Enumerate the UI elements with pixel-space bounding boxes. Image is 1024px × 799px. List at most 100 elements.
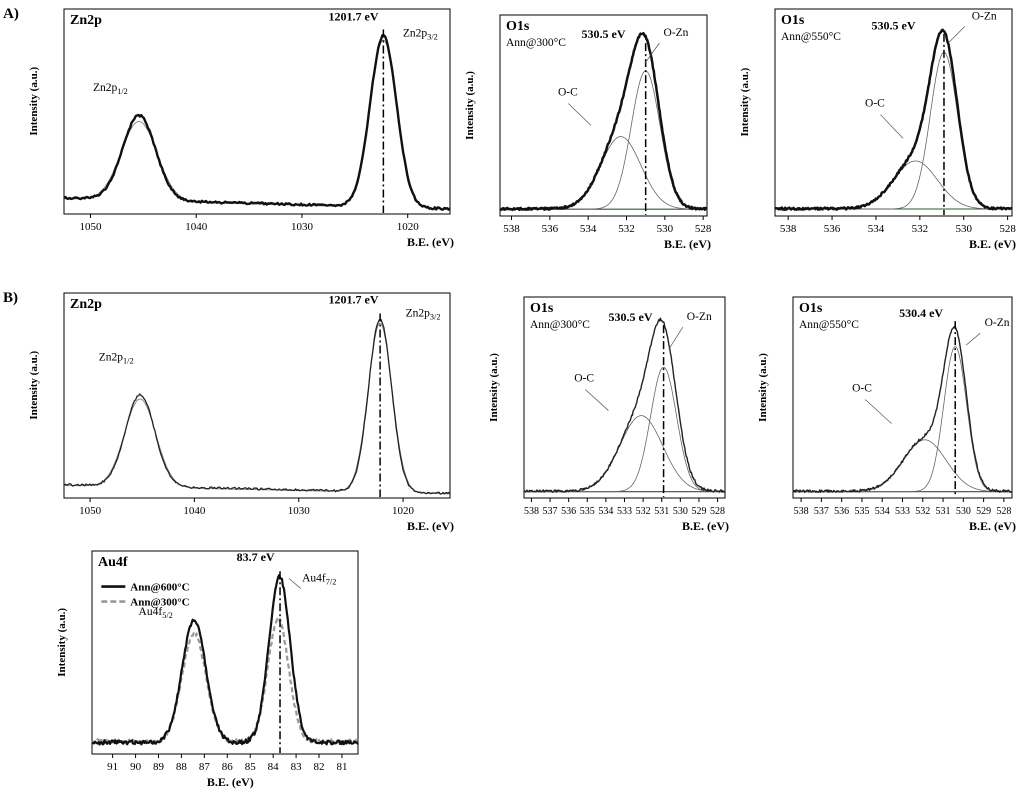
x-tick-label: 534 (875, 506, 890, 517)
x-tick-label: 1020 (397, 221, 420, 233)
legend-label: Ann@300°C (130, 597, 189, 609)
x-tick-label: 528 (710, 506, 725, 517)
x-axis-label: B.E. (eV) (664, 237, 711, 251)
o1s-ann550-a-svg: 538 536 534 532 530 528 B.E. (eV) Intensity (a.… (739, 8, 1016, 251)
panel-o1s-ann300-b: 538 537 536 535 534 533 532 531 530 529 528 B.E. (e… (486, 292, 733, 540)
x-tick-label: 1030 (291, 221, 314, 233)
x-tick-label: 532 (618, 223, 635, 235)
series-component-o-c (500, 136, 707, 210)
x-tick-label: 535 (854, 506, 869, 517)
series-spectrum (63, 318, 451, 495)
x-tick-label: 1040 (183, 505, 206, 517)
x-axis-label: B.E. (eV) (969, 519, 1016, 533)
x-tick-label: 533 (895, 506, 910, 517)
series-spectrum (774, 28, 1013, 211)
series-ann-600 (91, 574, 359, 746)
peak-label: Zn2p1/2 (93, 82, 128, 96)
y-axis-label: Intensity (a.u.) (757, 353, 769, 422)
panel-o1s-ann550-a: 538 536 534 532 530 528 B.E. (eV) Intensity (a.… (737, 4, 1020, 258)
zn2p-b-svg: 1050 1040 1030 1020 B.E. (eV) Intensity (a.u.… (28, 292, 454, 533)
plot-frame (91, 550, 359, 755)
x-tick-label: 81 (336, 761, 347, 773)
x-tick-label: 536 (561, 506, 576, 517)
x-tick-label: 529 (691, 506, 706, 517)
peak-label: O-Zn (972, 10, 997, 22)
x-tick-label: 534 (580, 223, 597, 235)
panel-title: O1s (506, 19, 530, 34)
x-axis-label: B.E. (eV) (207, 775, 254, 789)
series-spectrum (63, 34, 451, 211)
zn2p-a-svg: 1050 1040 1030 1020 B.E. (eV) Intensity (a.u.… (28, 8, 454, 249)
series-spectrum (499, 31, 708, 212)
panel-zn2p-b: 1050 1040 1030 1020 B.E. (eV) Intensity (a.u.… (26, 288, 458, 540)
x-tick-label: 530 (955, 223, 972, 235)
x-tick-label: 529 (976, 506, 991, 517)
x-axis-label: B.E. (eV) (407, 235, 454, 249)
x-tick-label: 532 (636, 506, 651, 517)
plot-frame (774, 8, 1013, 217)
x-tick-label: 532 (915, 506, 930, 517)
x-tick-label: 84 (268, 761, 280, 773)
peak-energy-annotation: 530.5 eV (582, 27, 626, 41)
peak-energy-annotation: 530.4 eV (899, 306, 943, 320)
x-tick-label: 1050 (79, 505, 102, 517)
label-leader-line (568, 103, 592, 126)
x-tick-label: 538 (524, 506, 539, 517)
label-leader-line (965, 332, 981, 346)
x-tick-label: 1020 (392, 505, 415, 517)
series-spectrum (523, 317, 726, 494)
panel-o1s-ann550-b: 538 537 536 535 534 533 532 531 530 529 528 B.E. (e… (755, 292, 1020, 540)
series-spectrum (792, 325, 1013, 494)
peak-label: O-Zn (687, 311, 712, 323)
x-tick-label: 538 (794, 506, 809, 517)
x-tick-label: 536 (542, 223, 559, 235)
series-fit (63, 322, 450, 495)
x-tick-label: 82 (314, 761, 325, 773)
panel-row-label-b: B) (3, 290, 18, 306)
x-tick-label: 89 (153, 761, 165, 773)
x-tick-label: 537 (543, 506, 558, 517)
peak-label: O-Zn (664, 27, 689, 39)
x-tick-label: 528 (996, 506, 1011, 517)
x-tick-label: 537 (814, 506, 829, 517)
x-tick-label: 534 (868, 223, 885, 235)
x-tick-label: 1050 (79, 221, 102, 233)
x-tick-label: 531 (936, 506, 951, 517)
panel-title: Au4f (98, 555, 128, 570)
panel-title: O1s (530, 301, 554, 316)
o1s-ann300-b-svg: 538 537 536 535 534 533 532 531 530 529 528 B.E. (e… (488, 296, 729, 533)
x-tick-label: 83 (291, 761, 303, 773)
x-tick-label: 528 (999, 223, 1016, 235)
o1s-ann300-a-svg: 538 536 534 532 530 528 B.E. (eV) Intensity (a.… (464, 14, 712, 251)
y-axis-label: Intensity (a.u.) (739, 67, 751, 136)
x-tick-label: 528 (695, 223, 712, 235)
label-leader-line (585, 389, 609, 411)
panel-row-label-a: A) (3, 6, 19, 22)
label-leader-line (644, 42, 660, 64)
y-axis-label: Intensity (a.u.) (464, 71, 476, 140)
y-axis-label: Intensity (a.u.) (56, 608, 68, 677)
x-tick-label: 531 (654, 506, 669, 517)
label-leader-line (288, 578, 302, 589)
x-tick-label: 530 (673, 506, 688, 517)
panel-subtitle: Ann@550°C (799, 319, 859, 331)
x-tick-label: 85 (245, 761, 256, 773)
peak-label: Zn2p3/2 (406, 308, 441, 322)
peak-energy-annotation: 530.5 eV (609, 310, 653, 324)
x-tick-label: 91 (107, 761, 118, 773)
panel-title: O1s (799, 301, 823, 316)
plot-frame (499, 14, 708, 217)
panel-subtitle: Ann@550°C (781, 31, 841, 43)
series-component-o-zn (500, 70, 707, 210)
x-tick-label: 536 (824, 223, 841, 235)
panel-title: Zn2p (70, 297, 102, 312)
y-axis-label: Intensity (a.u.) (28, 351, 40, 420)
legend-label: Ann@600°C (130, 582, 189, 594)
panel-o1s-ann300-a: 538 536 534 532 530 528 B.E. (eV) Intensity (a.… (462, 10, 715, 258)
peak-label: O-C (574, 372, 594, 384)
peak-label: Au4f7/2 (302, 572, 336, 586)
peak-energy-annotation: 1201.7 eV (329, 292, 379, 306)
y-axis-label: Intensity (a.u.) (488, 353, 500, 422)
label-leader-line (668, 326, 684, 350)
